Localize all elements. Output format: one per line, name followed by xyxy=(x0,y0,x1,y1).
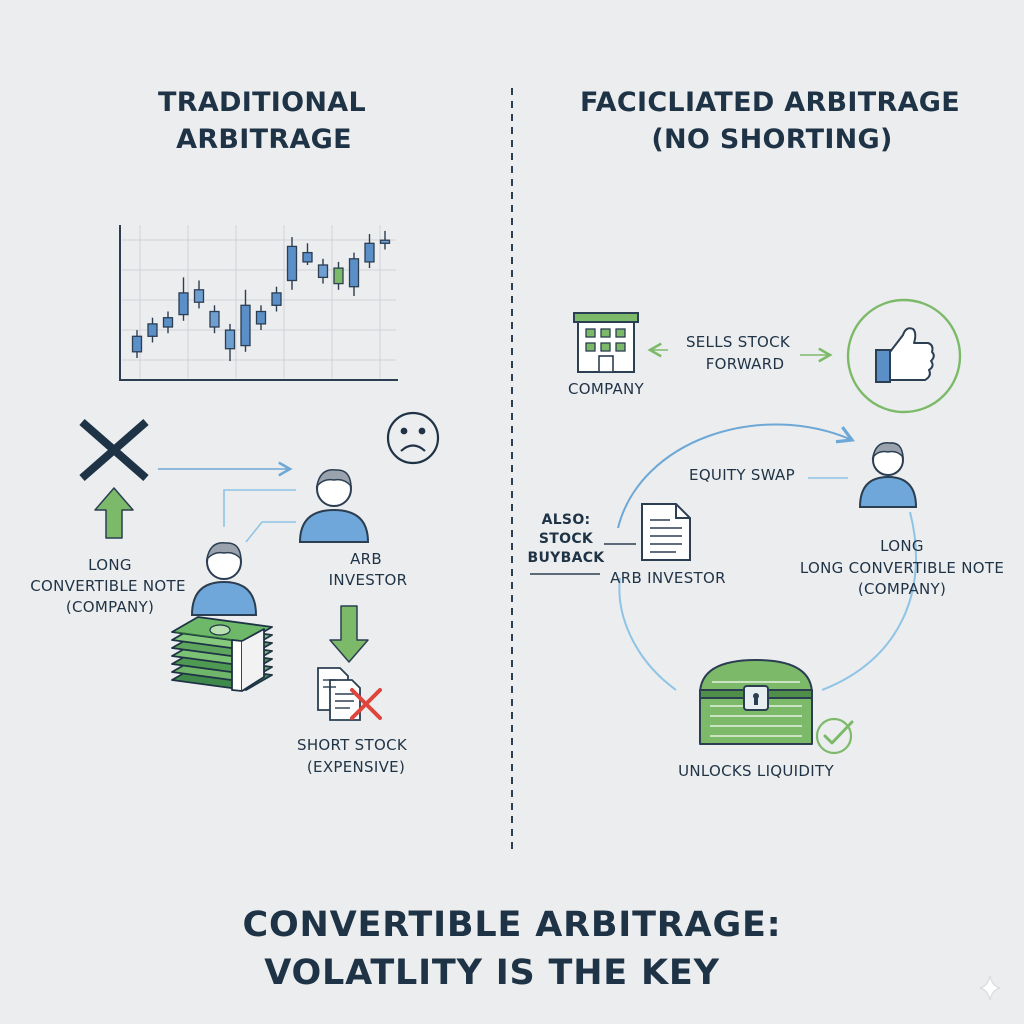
unlocks-liquidity-label: UNLOCKS LIQUIDITY xyxy=(678,762,834,780)
left-title-line1: TRADITIONAL xyxy=(158,87,366,118)
connector-elbow-2 xyxy=(245,521,296,543)
short-stock-label-line2: (EXPENSIVE) xyxy=(306,758,406,776)
candle-body xyxy=(302,251,313,263)
candle-body xyxy=(209,310,220,328)
candle-body xyxy=(162,317,174,328)
candles xyxy=(131,230,391,362)
right-investor-person-icon xyxy=(858,442,918,508)
right-long-label-line2: LONG CONVERTIBLE NOTE xyxy=(799,559,1005,577)
equity-swap-label: EQUITY SWAP xyxy=(689,466,795,484)
company-building-icon xyxy=(573,312,639,373)
candle-body xyxy=(271,292,282,306)
right-long-label-line1: LONG xyxy=(880,537,924,555)
candle-body xyxy=(224,329,236,350)
right-long-label-line3: (COMPANY) xyxy=(857,580,947,598)
thumbs-up-icon xyxy=(846,298,962,414)
candle-body xyxy=(286,245,298,282)
chart-grid xyxy=(122,225,396,378)
check-circle-icon xyxy=(815,717,854,755)
down-arrow-icon xyxy=(329,605,369,663)
left-title-line2: ARBITRAGE xyxy=(176,124,352,155)
connector-elbow-1 xyxy=(223,489,296,527)
up-arrow-icon xyxy=(94,487,134,539)
contract-document-icon xyxy=(641,503,691,561)
stock-label: STOCK xyxy=(538,531,594,547)
sells-forward-line1: SELLS STOCK xyxy=(685,333,791,351)
company-label: COMPANY xyxy=(567,380,645,398)
long-note-label-line1: LONG xyxy=(88,556,132,574)
candle-body xyxy=(240,304,251,347)
right-title-line1: FACICLIATED ARBITRAGE xyxy=(580,87,960,118)
right-title-line2: (NO SHORTING) xyxy=(651,124,893,155)
candle-body xyxy=(364,242,375,263)
treasure-chest-icon xyxy=(699,659,813,745)
sparkle-icon xyxy=(979,975,1001,1001)
also-label: ALSO: xyxy=(541,512,591,528)
footer-line2: VOLATLITY IS THE KEY xyxy=(264,953,720,993)
candle-body xyxy=(131,335,143,353)
chart-axes xyxy=(119,225,398,381)
candle-body xyxy=(255,310,267,325)
arb-investor-person-icon xyxy=(298,469,370,543)
footer-line1: CONVERTIBLE ARBITRAGE: xyxy=(242,905,782,945)
candle-body xyxy=(178,292,189,316)
candle-body xyxy=(193,289,205,303)
sells-forward-line2: FORWARD xyxy=(705,355,785,373)
short-stock-label-line1: SHORT STOCK xyxy=(297,736,407,754)
cycle-arrows xyxy=(617,423,917,691)
candle-body xyxy=(147,323,158,337)
long-note-label-line3: (COMPANY) xyxy=(65,598,155,616)
candle-body xyxy=(379,239,391,244)
long-note-label-line2: CONVERTIBLE NOTE xyxy=(30,577,186,595)
candle-body xyxy=(348,258,360,288)
buyback-label: BUYBACK xyxy=(527,550,605,566)
right-arb-investor-label: ARB INVESTOR xyxy=(610,569,726,587)
arb-investor-label-line1: ARB xyxy=(350,550,382,568)
documents-rejected-icon xyxy=(317,667,382,721)
candle-body xyxy=(333,267,344,285)
note-holder-person-icon xyxy=(190,542,258,616)
sad-face-icon xyxy=(386,411,440,465)
candlestick-chart xyxy=(119,225,398,381)
arb-investor-label-line2: INVESTOR xyxy=(328,571,408,589)
candle-body xyxy=(317,264,329,279)
cross-mark-icon xyxy=(79,418,149,482)
cash-stack-icon xyxy=(171,616,273,692)
